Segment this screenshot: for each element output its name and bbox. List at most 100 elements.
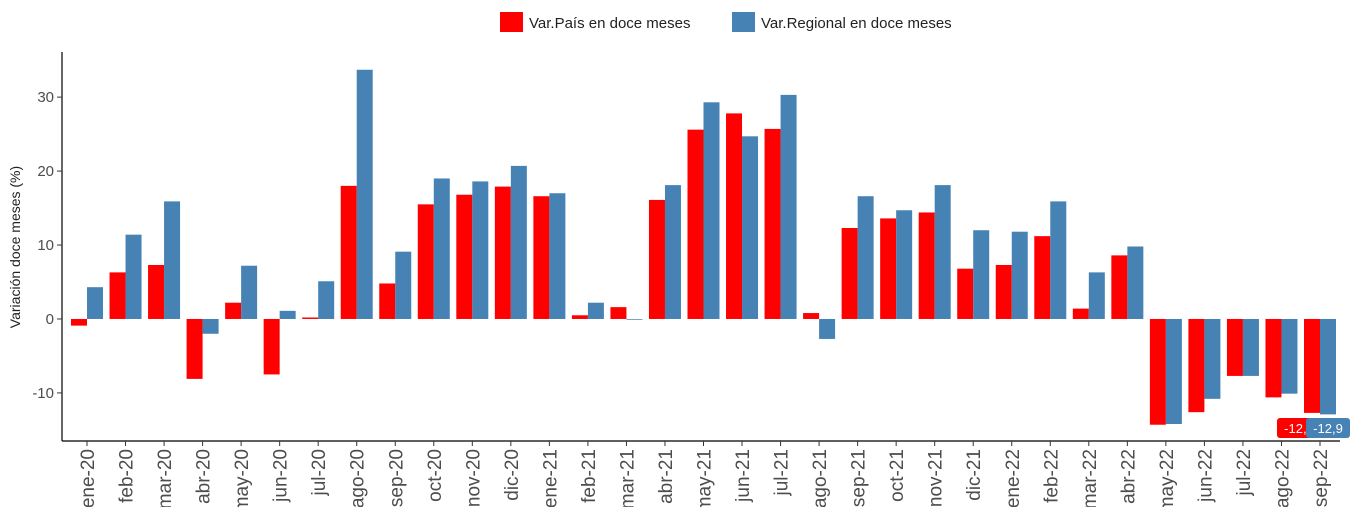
bar bbox=[610, 307, 627, 319]
bar bbox=[780, 94, 797, 319]
bar bbox=[1204, 318, 1221, 399]
bar bbox=[533, 196, 550, 319]
bar bbox=[726, 113, 743, 319]
bar bbox=[263, 318, 280, 375]
y-tick-label: 30 bbox=[37, 89, 54, 106]
bar bbox=[1226, 318, 1243, 376]
x-tick-label: may-21 bbox=[695, 449, 716, 507]
bar bbox=[742, 136, 759, 319]
x-tick-label: ene-20 bbox=[78, 449, 99, 507]
bar bbox=[1050, 201, 1067, 319]
x-tick-label: jul-22 bbox=[1234, 449, 1255, 496]
bar bbox=[934, 185, 951, 319]
bar bbox=[109, 272, 126, 319]
bar bbox=[1242, 318, 1259, 376]
bar bbox=[764, 128, 781, 319]
bar bbox=[472, 181, 489, 319]
y-tick-label: 20 bbox=[37, 163, 54, 180]
bar bbox=[1149, 318, 1166, 425]
x-tick-label: feb-21 bbox=[579, 449, 600, 503]
bar bbox=[1281, 318, 1298, 394]
x-tick-label: ene-22 bbox=[1003, 449, 1024, 507]
bar bbox=[819, 318, 836, 339]
bar bbox=[626, 318, 643, 320]
bar bbox=[395, 251, 412, 319]
x-tick-label: sep-22 bbox=[1311, 449, 1332, 507]
x-tick-label: jun-21 bbox=[733, 449, 754, 503]
value-label-box bbox=[1306, 418, 1350, 438]
x-tick-label: abr-20 bbox=[194, 449, 215, 504]
bar bbox=[1265, 318, 1282, 398]
bar bbox=[148, 264, 165, 319]
bar bbox=[340, 185, 357, 319]
bar bbox=[664, 185, 681, 319]
x-tick-label: jun-20 bbox=[271, 449, 292, 503]
bar bbox=[571, 315, 588, 319]
bar bbox=[549, 193, 566, 319]
x-tick-label: nov-21 bbox=[926, 449, 947, 507]
bar bbox=[841, 228, 858, 319]
x-tick-label: may-22 bbox=[1157, 449, 1178, 507]
y-tick-label: 0 bbox=[46, 311, 54, 328]
bar bbox=[318, 281, 335, 319]
x-tick-label: feb-20 bbox=[117, 449, 138, 503]
x-tick-label: abr-21 bbox=[656, 449, 677, 504]
bar bbox=[186, 318, 203, 379]
x-tick-label: sep-21 bbox=[849, 449, 870, 507]
bar bbox=[918, 212, 935, 319]
bar bbox=[1088, 272, 1105, 319]
bar bbox=[896, 210, 913, 319]
x-tick-label: ene-21 bbox=[540, 449, 561, 507]
y-tick-label: -10 bbox=[32, 385, 54, 402]
x-tick-label: dic-20 bbox=[502, 449, 523, 501]
x-tick-label: nov-20 bbox=[463, 449, 484, 507]
bar bbox=[494, 186, 511, 319]
bar bbox=[456, 194, 473, 319]
bar bbox=[433, 178, 450, 319]
value-label: -12,9 bbox=[1313, 421, 1343, 436]
x-tick-label: mar-20 bbox=[155, 449, 176, 507]
x-tick-label: ago-22 bbox=[1272, 449, 1293, 507]
x-tick-label: mar-22 bbox=[1080, 449, 1101, 507]
x-tick-label: oct-20 bbox=[425, 449, 446, 502]
bar bbox=[417, 204, 434, 319]
bar bbox=[995, 264, 1012, 319]
x-tick-label: jul-20 bbox=[309, 449, 330, 496]
bar bbox=[379, 283, 396, 319]
bar bbox=[1188, 318, 1205, 413]
bar bbox=[510, 165, 527, 319]
bar bbox=[857, 196, 874, 319]
bar bbox=[241, 265, 258, 319]
bar bbox=[703, 102, 720, 319]
x-tick-label: mar-21 bbox=[617, 449, 638, 507]
bar bbox=[164, 201, 181, 319]
bar bbox=[973, 230, 990, 319]
bar bbox=[1304, 318, 1320, 413]
bar bbox=[587, 302, 604, 319]
x-tick-label: jun-22 bbox=[1195, 449, 1216, 503]
x-tick-label: oct-21 bbox=[887, 449, 908, 502]
legend-swatch bbox=[732, 12, 755, 32]
bar bbox=[1320, 318, 1336, 415]
x-tick-label: feb-22 bbox=[1041, 449, 1062, 503]
legend-label: Var.País en doce meses bbox=[529, 15, 690, 32]
y-tick-label: 10 bbox=[37, 237, 54, 254]
bar bbox=[1072, 308, 1089, 319]
x-tick-label: dic-21 bbox=[964, 449, 985, 501]
bar bbox=[356, 69, 373, 319]
legend-swatch bbox=[500, 12, 523, 32]
x-tick-label: ago-21 bbox=[810, 449, 831, 507]
bar bbox=[1127, 246, 1144, 319]
bar bbox=[687, 129, 704, 319]
legend-label: Var.Regional en doce meses bbox=[761, 15, 952, 32]
bar bbox=[1111, 255, 1128, 319]
bar bbox=[125, 234, 142, 319]
bar bbox=[302, 317, 319, 319]
bar bbox=[225, 302, 242, 319]
bar bbox=[1165, 318, 1182, 424]
bar bbox=[648, 199, 665, 319]
bar bbox=[1034, 236, 1051, 319]
bar bbox=[1011, 231, 1028, 319]
bar bbox=[202, 318, 219, 334]
